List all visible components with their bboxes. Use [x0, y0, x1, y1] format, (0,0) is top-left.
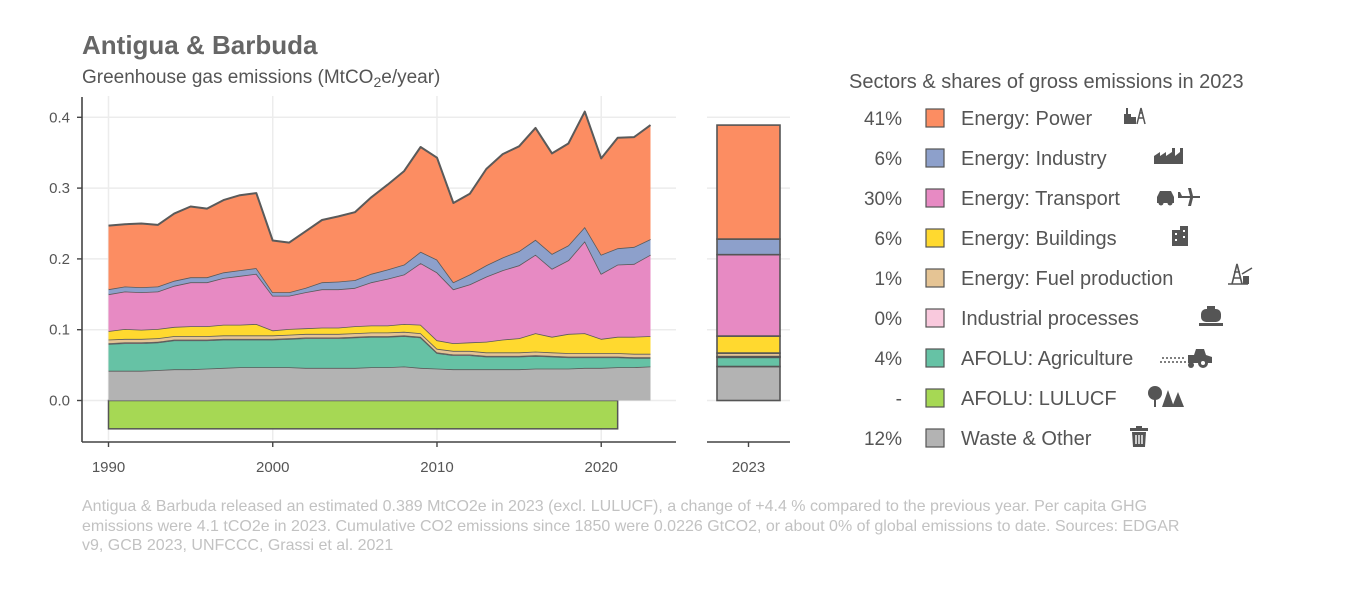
- y-tick-label: 0.1: [49, 322, 70, 339]
- legend-swatch: [925, 308, 945, 328]
- legend-share: -: [896, 389, 902, 410]
- side-bar-energy-transport: [716, 253, 781, 337]
- area-line-energy-power: [108, 110, 652, 244]
- legend-label: Waste & Other: [961, 428, 1092, 450]
- stacked-areas: [107, 110, 652, 430]
- x-tick-label: 2010: [420, 459, 453, 476]
- legend-share: 6%: [875, 149, 903, 170]
- legend-swatch: [925, 268, 945, 288]
- cement-mixer-icon: [1199, 306, 1223, 326]
- legend-share: 41%: [864, 109, 902, 130]
- side-bar-energy-buildings: [716, 335, 781, 354]
- x-tick-label: 2000: [256, 459, 289, 476]
- legend-label: Energy: Buildings: [961, 228, 1117, 250]
- area-energy-buildings: [108, 324, 651, 354]
- power-plant-icon: [1124, 107, 1146, 125]
- legend-share: 6%: [875, 229, 903, 250]
- legend-share: 12%: [864, 429, 902, 450]
- legend-swatch: [925, 148, 945, 168]
- legend-label: AFOLU: Agriculture: [961, 348, 1133, 370]
- chart-title: Antigua & Barbuda: [82, 30, 318, 60]
- building-icon: [1172, 226, 1188, 246]
- legend-swatch: [925, 428, 945, 448]
- legend-swatch: [925, 348, 945, 368]
- legend-share: 4%: [875, 349, 903, 370]
- axes: 0.0 0.1 0.2 0.3 0.4 1990 2000 2010 2020 2023: [49, 97, 790, 476]
- area-afolu-agriculture: [108, 336, 651, 371]
- trash-icon: [1130, 426, 1148, 447]
- trees-icon: [1148, 386, 1184, 407]
- y-tick-label: 0.3: [49, 180, 70, 197]
- tractor-icon: [1160, 349, 1212, 368]
- y-tick-label: 0.0: [49, 393, 70, 410]
- legend-swatch: [925, 388, 945, 408]
- chart-subtitle: Greenhouse gas emissions (MtCO2e/year): [82, 67, 440, 90]
- chart-caption: Antigua & Barbuda released an estimated …: [82, 498, 1180, 554]
- legend-swatch: [925, 228, 945, 248]
- oil-rig-icon: [1228, 263, 1253, 285]
- legend: 41% Energy: Power 6% Energy: Industry 30% Ene…: [864, 107, 1253, 450]
- y-tick-label: 0.4: [49, 109, 70, 126]
- legend-label: Industrial processes: [961, 308, 1139, 330]
- car-plane-icon: [1157, 188, 1200, 206]
- lulucf-area: [107, 399, 619, 430]
- legend-label: AFOLU: LULUCF: [961, 388, 1117, 410]
- legend-share: 0%: [875, 309, 903, 330]
- side-x-tick-label: 2023: [732, 459, 765, 476]
- area-energy-industry: [108, 227, 651, 296]
- side-bar-2023: [716, 124, 781, 402]
- y-tick-label: 0.2: [49, 251, 70, 268]
- legend-share: 30%: [864, 189, 902, 210]
- x-tick-label: 1990: [92, 459, 125, 476]
- side-bar-afolu-agriculture: [716, 356, 781, 368]
- factory-icon: [1154, 148, 1183, 164]
- side-bar-energy-power: [716, 124, 781, 240]
- side-bar-energy-industry: [716, 238, 781, 256]
- legend-label: Energy: Transport: [961, 188, 1120, 210]
- legend-title: Sectors & shares of gross emissions in 2…: [849, 71, 1244, 93]
- x-tick-label: 2020: [585, 459, 618, 476]
- legend-share: 1%: [875, 269, 903, 290]
- legend-swatch: [925, 108, 945, 128]
- legend-label: Energy: Power: [961, 108, 1093, 130]
- side-bar-waste-other: [716, 365, 781, 402]
- area-energy-power: [108, 111, 651, 293]
- legend-label: Energy: Fuel production: [961, 268, 1173, 290]
- area-waste-other: [108, 366, 651, 401]
- area-energy-fuel-production: [108, 331, 651, 358]
- legend-swatch: [925, 188, 945, 208]
- legend-label: Energy: Industry: [961, 148, 1107, 170]
